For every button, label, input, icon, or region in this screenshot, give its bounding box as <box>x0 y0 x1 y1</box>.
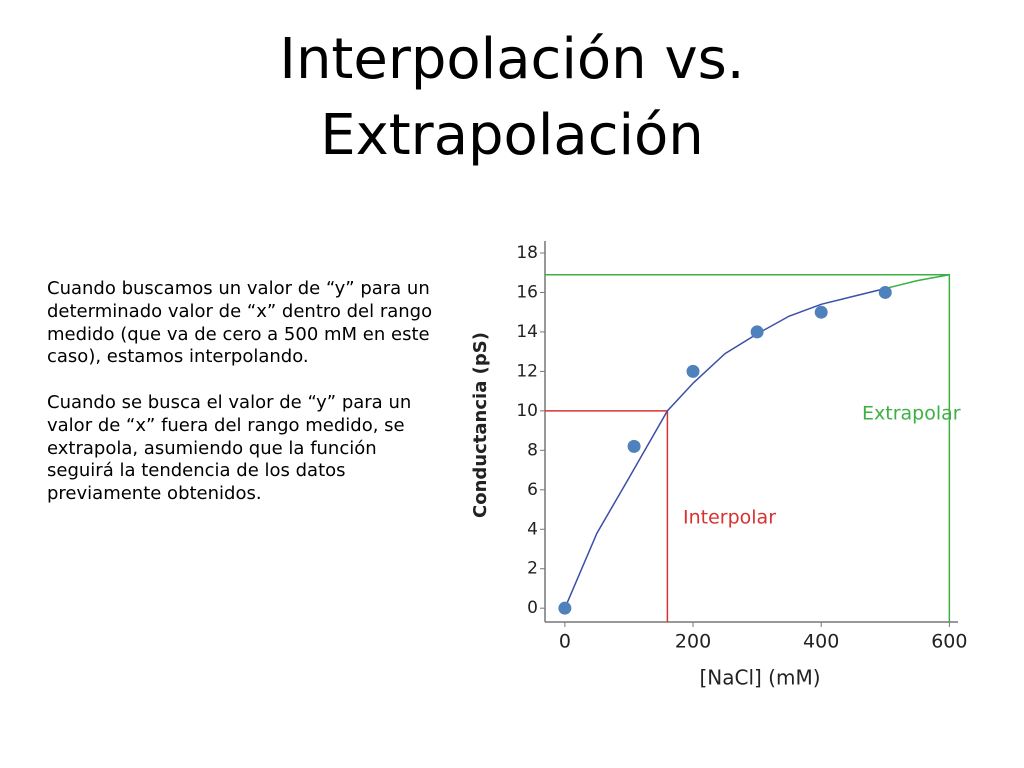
x-tick-label: 0 <box>559 631 571 653</box>
data-point <box>558 601 572 615</box>
y-axis-label: Conductancia (pS) <box>470 332 491 518</box>
y-tick-label: 16 <box>516 282 538 302</box>
data-point <box>686 364 700 378</box>
paragraph: Cuando buscamos un valor de “y” para un … <box>47 278 433 368</box>
y-tick-label: 6 <box>527 480 538 500</box>
x-axis-label: [NaCl] (mM) <box>699 666 820 690</box>
paragraph: Cuando se busca el valor de “y” para un … <box>47 391 412 505</box>
title-line: Extrapolación <box>320 103 704 168</box>
guide-line <box>545 273 951 622</box>
y-tick-label: 2 <box>527 559 538 579</box>
y-tick-label: 4 <box>527 519 538 539</box>
title-line: Interpolación vs. <box>279 27 745 92</box>
data-point <box>878 285 892 299</box>
y-tick-label: 18 <box>516 243 538 263</box>
y-tick-label: 0 <box>527 598 538 618</box>
curve <box>564 287 886 609</box>
x-tick-label: 200 <box>675 631 711 653</box>
annotation-label: Interpolar <box>683 507 776 529</box>
data-point <box>750 325 764 339</box>
x-tick-label: 600 <box>931 631 967 653</box>
y-tick-label: 12 <box>516 361 538 381</box>
curve <box>885 273 950 290</box>
title: Interpolación vs. Extrapolación <box>0 22 1024 174</box>
data-point <box>814 305 828 319</box>
body-text: Cuando buscamos un valor de “y” para un … <box>47 278 447 529</box>
x-tick-label: 400 <box>803 631 839 653</box>
annotation-label: Extrapolar <box>862 403 961 425</box>
y-tick-label: 8 <box>527 440 538 460</box>
y-tick-label: 10 <box>516 401 538 421</box>
y-tick-label: 14 <box>516 322 538 342</box>
data-point <box>627 439 641 453</box>
